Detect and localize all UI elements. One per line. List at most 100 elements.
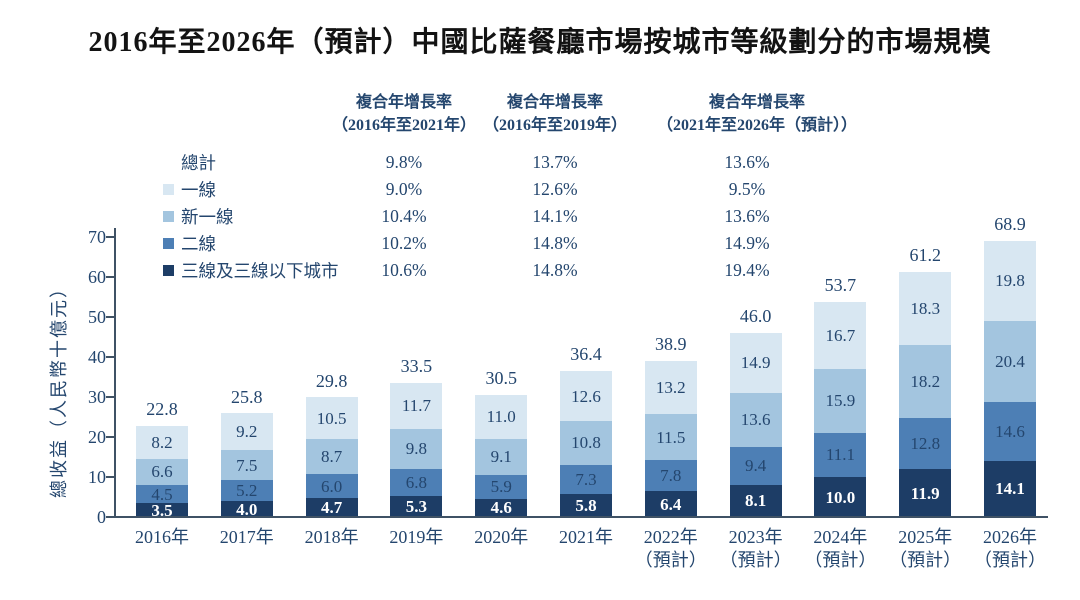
- bar-value-label: 5.2: [236, 481, 258, 501]
- bar-value-label: 8.1: [744, 491, 767, 511]
- bar-total-label: 46.0: [739, 306, 772, 326]
- cagr-header-line2: （2016年至2021年）: [331, 117, 476, 134]
- legend-marker-spacer: [163, 157, 174, 168]
- bar-value-label: 3.5: [151, 500, 173, 520]
- bar-total-label: 68.9: [994, 214, 1026, 235]
- bar-total-label: 29.8: [315, 370, 348, 391]
- bar-segment-tier1: 13.2: [644, 361, 697, 415]
- bar-segment-new-tier1: 9.8: [390, 429, 443, 469]
- x-label-forecast-note: （預計）: [889, 550, 962, 570]
- bar-segment-tier3: 11.9: [899, 469, 952, 517]
- bar-value-label: 13.6: [740, 410, 771, 430]
- bar-value-label: 5.8: [575, 495, 597, 515]
- bar-value-label: 6.8: [405, 472, 428, 492]
- bar-total-label: 30.5: [485, 368, 517, 388]
- bar-segment-tier1: 9.2: [220, 413, 273, 451]
- legend-item-new-tier1: 新一線: [163, 203, 234, 230]
- bar-value-label: 4.6: [490, 498, 512, 518]
- bar-total-label: 53.7: [824, 275, 857, 296]
- bar-value-label: 15.9: [825, 391, 856, 411]
- x-label-year: 2018年: [304, 527, 359, 547]
- cagr-value-new-tier1-col1: 10.4%: [381, 206, 427, 226]
- bar-segment-tier3: 10.0: [814, 477, 867, 517]
- cagr-header-line1: 複合年增長率: [355, 94, 452, 111]
- bar-segment-tier1: 12.6: [560, 371, 612, 422]
- bar-segment-tier3: 8.1: [729, 484, 782, 517]
- bar-value-label: 8.2: [151, 432, 173, 452]
- legend-item-label: 新一線: [181, 207, 234, 227]
- bar-value-label: 4.7: [320, 498, 343, 518]
- y-axis-tick-label: 50: [88, 307, 106, 327]
- legend-marker-tier2: [163, 238, 174, 249]
- bar-segment-tier3: 14.1: [984, 460, 1036, 517]
- legend-item-tier3: 三線及三線以下城市: [163, 257, 339, 284]
- bar-value-label: 14.1: [995, 479, 1025, 499]
- y-axis-tick-label: 60: [88, 267, 106, 287]
- cagr-column-header-1: 複合年增長率 （2016年至2021年）: [264, 91, 544, 137]
- bar-value-label: 18.3: [910, 299, 941, 319]
- y-axis-tick-label: 30: [88, 387, 106, 407]
- y-axis-tick-mark: [106, 516, 114, 518]
- legend-item-label: 總計: [181, 153, 216, 173]
- cagr-value-tier1-col1: 9.0%: [385, 179, 423, 199]
- x-label-year: 2024年: [813, 527, 868, 547]
- bar-value-label: 4.0: [236, 499, 258, 519]
- cagr-value-total-col1: 9.8%: [385, 152, 423, 172]
- cagr-header-line2: （2016年至2019年）: [482, 117, 627, 134]
- bar-value-label: 11.7: [401, 396, 431, 416]
- cagr-value-tier2-col2: 14.8%: [532, 233, 578, 253]
- bar-segment-tier2: 7.3: [560, 464, 612, 494]
- x-label-year: 2020年: [474, 527, 529, 547]
- x-label-forecast-note: （預計）: [974, 550, 1046, 570]
- x-label-year: 2016年: [135, 527, 189, 547]
- bar-segment-new-tier1: 10.8: [560, 421, 612, 465]
- legend-marker-new-tier1: [163, 211, 174, 222]
- bar-segment-new-tier1: 13.6: [729, 392, 782, 447]
- cagr-value-tier3-col1: 10.6%: [381, 260, 427, 280]
- bar-value-label: 11.1: [825, 445, 855, 465]
- cagr-value-tier2-col1: 10.2%: [381, 233, 427, 253]
- x-axis-category-label: 2024年 （預計）: [792, 526, 888, 572]
- bar-segment-tier1: 16.7: [814, 302, 867, 369]
- bar-value-label: 5.9: [490, 477, 512, 497]
- x-label-year: 2017年: [219, 527, 274, 547]
- bar-total-label: 22.8: [146, 398, 178, 419]
- cagr-value-new-tier1-col2: 14.1%: [532, 206, 578, 226]
- bar-segment-new-tier1: 8.7: [305, 439, 358, 475]
- bar-value-label: 16.7: [825, 326, 856, 346]
- x-label-forecast-note: （預計）: [634, 550, 707, 570]
- x-label-year: 2019年: [389, 527, 444, 547]
- x-axis-category-label: 2019年: [368, 526, 464, 549]
- cagr-value-total-col2: 13.7%: [532, 152, 578, 172]
- cagr-header-line1: 複合年增長率: [506, 94, 603, 111]
- bar-segment-new-tier1: 7.5: [220, 450, 273, 481]
- bar-value-label: 18.2: [910, 372, 941, 392]
- bar-total-label: 38.9: [655, 334, 687, 355]
- bar-value-label: 12.6: [571, 386, 601, 406]
- cagr-value-tier3-col3: 19.4%: [724, 260, 770, 280]
- legend-cagr-row-tier1: 一線 9.0% 12.6% 9.5%: [0, 176, 1080, 203]
- bar-segment-tier2: 14.6: [984, 402, 1036, 461]
- bar-value-label: 12.8: [910, 434, 941, 454]
- legend-marker-tier3: [163, 265, 174, 276]
- bar-segment-tier1: 11.7: [390, 382, 443, 430]
- bar-segment-tier1: 11.0: [475, 394, 528, 439]
- chart-title: 2016年至2026年（預計）中國比薩餐廳市場按城市等級劃分的市場規模: [88, 27, 992, 58]
- bar-value-label: 7.5: [236, 455, 258, 475]
- x-label-forecast-note: （預計）: [804, 550, 877, 570]
- x-label-forecast-note: （預計）: [719, 550, 792, 570]
- bar-segment-tier3: 3.5: [136, 500, 188, 520]
- bar-segment-tier3: 6.4: [644, 491, 697, 517]
- bar-segment-tier1: 14.9: [729, 333, 782, 393]
- legend-cagr-row-new-tier1: 新一線 10.4% 14.1% 13.6%: [0, 203, 1080, 230]
- bar-segment-tier2: 5.9: [475, 475, 528, 499]
- cagr-value-tier1-col2: 12.6%: [532, 179, 578, 199]
- legend-item-total: 總計: [163, 149, 216, 176]
- legend-item-label: 一線: [181, 180, 216, 200]
- bar-segment-tier2: 6.8: [390, 468, 443, 496]
- bar-segment-tier3: 4.7: [305, 498, 358, 518]
- bar-value-label: 10.5: [316, 408, 347, 428]
- x-axis-category-label: 2016年: [114, 526, 210, 549]
- bar-segment-tier2: 4.5: [136, 485, 188, 503]
